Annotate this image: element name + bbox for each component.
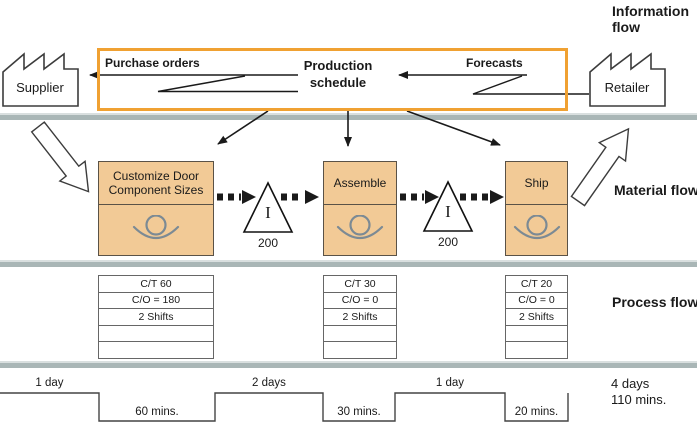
separator-bar-process <box>0 260 697 267</box>
operator-icon <box>336 215 384 240</box>
data-row <box>506 326 567 343</box>
inventory-quantity-1: 200 <box>257 236 279 250</box>
push-arrow-1 <box>217 190 256 204</box>
data-row: 2 Shifts <box>506 309 567 326</box>
inventory-quantity-2: 200 <box>437 235 459 249</box>
timeline-lead-2: 2 days <box>252 377 286 389</box>
forecasts-label: Forecasts <box>466 56 523 70</box>
operator-icon <box>513 215 560 240</box>
purchase-orders-label: Purchase orders <box>105 56 200 70</box>
process-flow-section-label: Process flow <box>612 294 697 310</box>
data-row: C/T 30 <box>324 276 396 293</box>
supplier-label: Supplier <box>16 80 64 95</box>
production-schedule-label: Production schedule <box>303 58 373 90</box>
data-row <box>324 342 396 359</box>
push-arrow-4 <box>460 190 504 204</box>
inventory-symbol-2: I <box>445 202 451 221</box>
retailer-label: Retailer <box>604 80 650 95</box>
data-row: 2 Shifts <box>324 309 396 326</box>
timeline-lead-3: 1 day <box>435 377 465 389</box>
timeline-totals: 4 days 110 mins. <box>611 376 666 407</box>
total-lead-time: 4 days <box>611 376 650 391</box>
timeline-lead-1: 1 day <box>35 377 64 389</box>
process-box-ship: Ship <box>505 161 568 256</box>
separator-bar-timeline <box>0 361 697 368</box>
data-row: C/O = 0 <box>324 293 396 310</box>
data-row <box>324 326 396 343</box>
inventory-symbol-1: I <box>265 203 271 222</box>
operator-icon <box>132 215 180 240</box>
timeline-process-1: 60 mins. <box>135 406 179 418</box>
timeline-step-line <box>0 392 569 422</box>
information-flow-section-label: Information flow <box>612 3 689 35</box>
data-row: C/O = 0 <box>506 293 567 310</box>
data-box-ship: C/T 20 C/O = 0 2 Shifts <box>505 275 568 359</box>
inbound-material-arrow-icon <box>30 121 90 193</box>
push-arrow-3 <box>400 190 439 204</box>
data-row: 2 Shifts <box>99 309 213 326</box>
data-row <box>99 342 213 359</box>
data-row <box>99 326 213 343</box>
total-process-time: 110 mins. <box>611 391 667 407</box>
push-arrow-2 <box>281 190 319 204</box>
process-box-assemble: Assemble <box>323 161 397 256</box>
data-box-customize: C/T 60 C/O = 180 2 Shifts <box>98 275 214 359</box>
timeline-process-2: 30 mins. <box>337 406 381 418</box>
process-name-ship: Ship <box>506 162 567 205</box>
separator-bar-information <box>0 113 697 120</box>
material-flow-section-label: Material flow <box>614 182 697 198</box>
data-row: C/T 20 <box>506 276 567 293</box>
data-row: C/O = 180 <box>99 293 213 310</box>
data-row <box>506 342 567 359</box>
process-box-customize: Customize Door Component Sizes <box>98 161 214 256</box>
data-box-assemble: C/T 30 C/O = 0 2 Shifts <box>323 275 397 359</box>
process-name-customize: Customize Door Component Sizes <box>99 162 213 205</box>
data-row: C/T 60 <box>99 276 213 293</box>
timeline-process-3: 20 mins. <box>514 406 559 418</box>
process-name-assemble: Assemble <box>324 162 396 205</box>
